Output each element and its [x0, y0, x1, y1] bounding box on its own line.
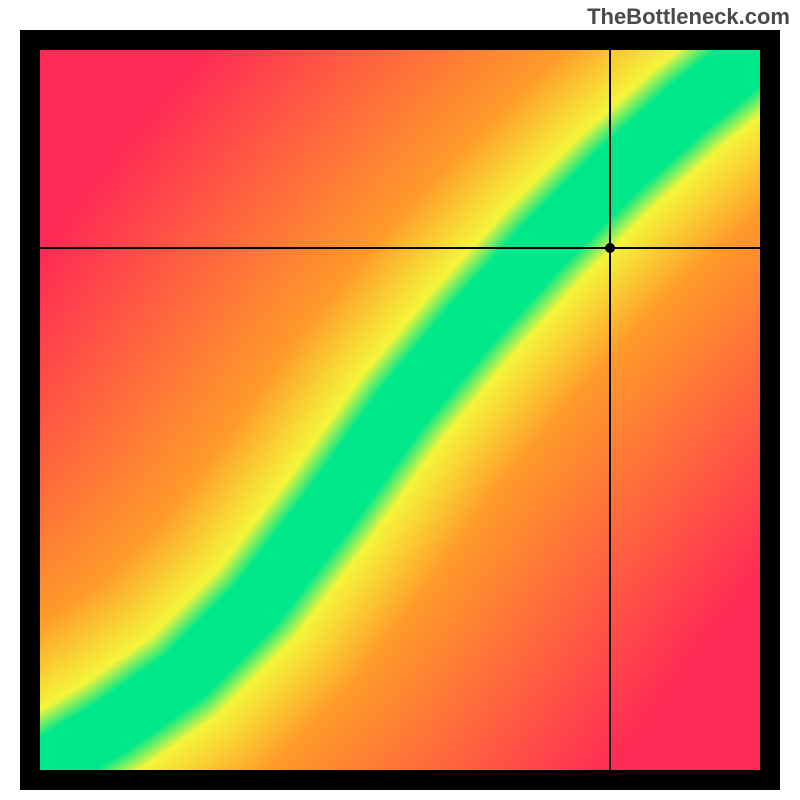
- watermark-text: TheBottleneck.com: [587, 4, 790, 30]
- bottleneck-heatmap: [40, 50, 760, 770]
- crosshair-horizontal: [40, 247, 760, 249]
- chart-container: TheBottleneck.com: [0, 0, 800, 800]
- intersection-marker: [605, 243, 615, 253]
- crosshair-vertical: [609, 50, 611, 770]
